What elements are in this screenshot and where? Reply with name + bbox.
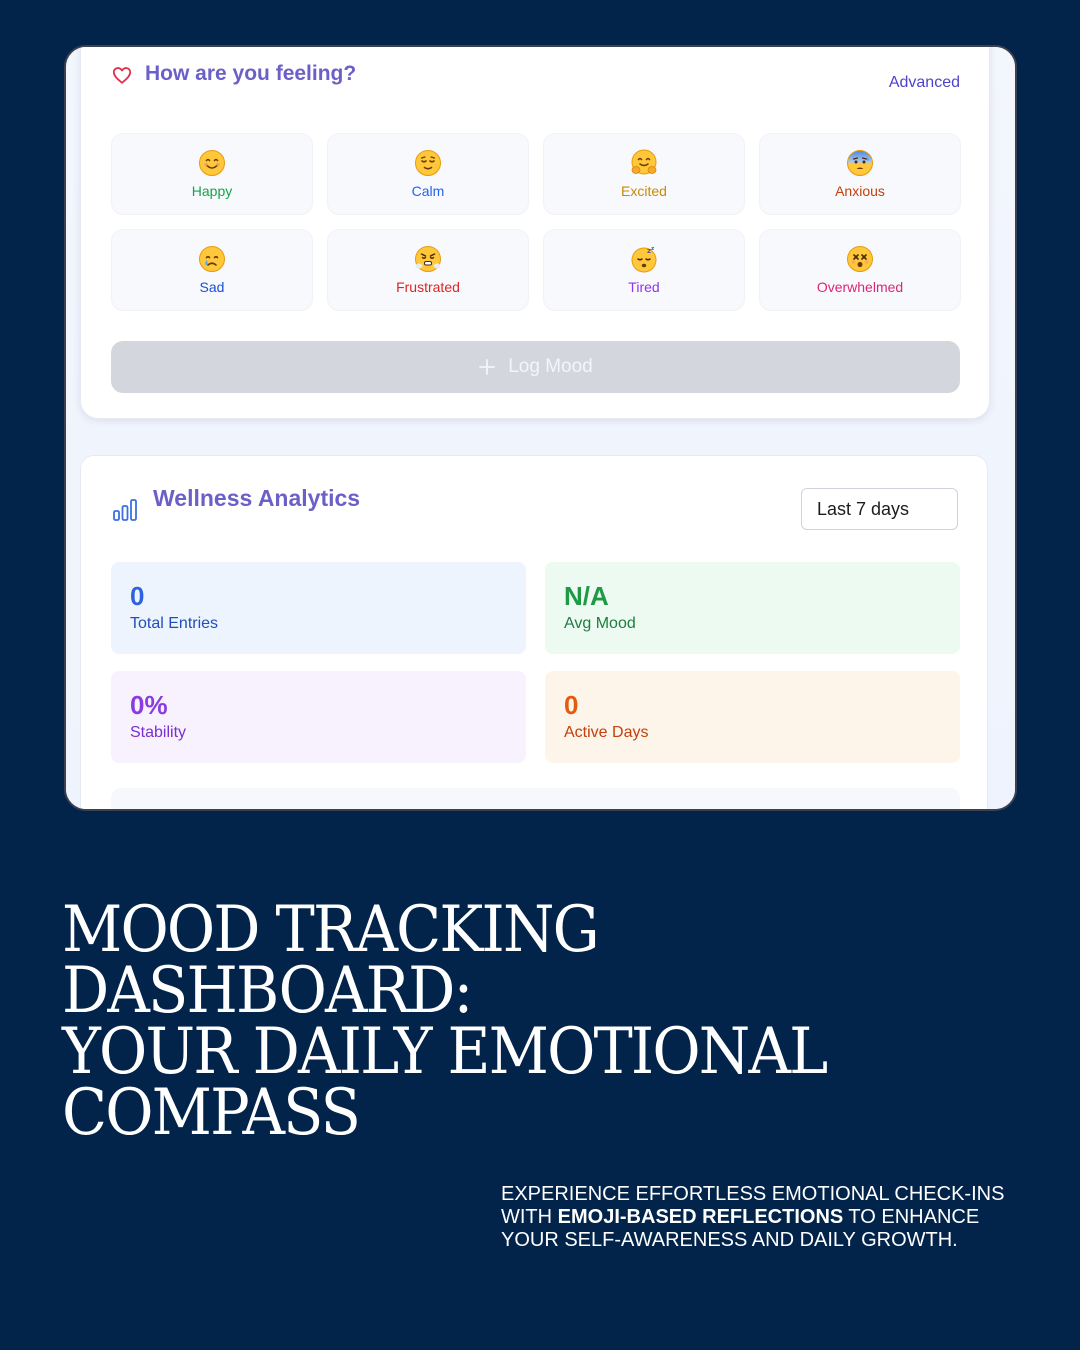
mood-label-anxious: Anxious <box>835 183 885 199</box>
date-range-select[interactable]: Last 7 days <box>801 488 958 530</box>
stat-label: Active Days <box>564 724 649 741</box>
stat-active-days: 0 Active Days <box>545 671 960 763</box>
mood-option-happy[interactable]: Happy <box>111 133 313 215</box>
mood-label-calm: Calm <box>411 183 445 199</box>
steaming-face-icon <box>414 245 442 273</box>
stat-value: 0 <box>130 581 145 611</box>
mood-label-sad: Sad <box>199 279 225 295</box>
subcopy-bold: emoji-based reflections <box>557 1206 844 1228</box>
mood-label-happy: Happy <box>191 183 233 199</box>
stat-label: Stability <box>130 724 187 741</box>
advanced-link[interactable]: Advanced <box>888 74 960 91</box>
plus-icon <box>479 359 496 375</box>
device-frame: How are you feeling? Advanced Happy Calm… <box>64 45 1017 811</box>
mood-label-overwhelmed: Overwhelmed <box>816 279 904 295</box>
crying-face-icon <box>198 245 226 273</box>
mood-option-sad[interactable]: Sad <box>111 229 313 311</box>
hugging-face-icon <box>630 149 658 177</box>
svg-text:z: z <box>651 246 654 252</box>
dizzy-face-icon <box>846 245 874 273</box>
anxious-face-icon <box>846 149 874 177</box>
headline-line-3: COMPASS <box>62 1076 361 1150</box>
relieved-face-icon <box>414 149 442 177</box>
stat-label: Total Entries <box>130 615 219 632</box>
mood-option-frustrated[interactable]: Frustrated <box>327 229 529 311</box>
heart-icon <box>112 67 132 84</box>
mood-options-grid: Happy Calm Excited Anxious <box>111 133 961 311</box>
subcopy-part-2: to enhance your self-awareness and daily… <box>501 1206 980 1251</box>
headline-line-2: YOUR DAILY EMOTIONAL <box>62 1015 828 1089</box>
mood-option-excited[interactable]: Excited <box>543 133 745 215</box>
log-mood-button[interactable]: Log Mood <box>111 341 960 393</box>
mood-option-anxious[interactable]: Anxious <box>759 133 961 215</box>
svg-text:z: z <box>647 247 651 255</box>
headline: MOOD TRACKING DASHBOARD: YOUR DAILY EMOT… <box>62 893 964 1150</box>
mood-label-excited: Excited <box>621 183 667 199</box>
mood-label-tired: Tired <box>628 279 660 295</box>
stats-grid: 0 Total Entries N/A Avg Mood 0% Stabilit… <box>111 562 960 763</box>
stat-value: N/A <box>564 581 609 611</box>
wellness-analytics-card: Wellness Analytics Last 7 days 0 Total E… <box>80 455 988 809</box>
bar-chart-icon <box>113 499 137 521</box>
mood-log-card: How are you feeling? Advanced Happy Calm… <box>80 47 990 419</box>
mood-option-calm[interactable]: Calm <box>327 133 529 215</box>
subcopy: Experience effortless emotional check-in… <box>501 1183 1021 1252</box>
log-mood-label: Log Mood <box>508 356 593 377</box>
mood-label-frustrated: Frustrated <box>396 279 460 295</box>
stat-avg-mood: N/A Avg Mood <box>545 562 960 654</box>
analytics-title: Wellness Analytics <box>153 485 361 511</box>
mood-option-overwhelmed[interactable]: Overwhelmed <box>759 229 961 311</box>
mood-card-title: How are you feeling? <box>145 62 357 85</box>
stat-value: 0% <box>130 690 168 720</box>
smiling-face-icon <box>198 149 226 177</box>
next-panel-peek <box>111 788 960 809</box>
stat-stability: 0% Stability <box>111 671 526 763</box>
stat-label: Avg Mood <box>564 615 636 632</box>
stat-value: 0 <box>564 690 579 720</box>
stat-total-entries: 0 Total Entries <box>111 562 526 654</box>
headline-line-1: MOOD TRACKING DASHBOARD: <box>62 893 600 1028</box>
subcopy-part-1: Experience effortless emotional check-in… <box>501 1183 1005 1228</box>
